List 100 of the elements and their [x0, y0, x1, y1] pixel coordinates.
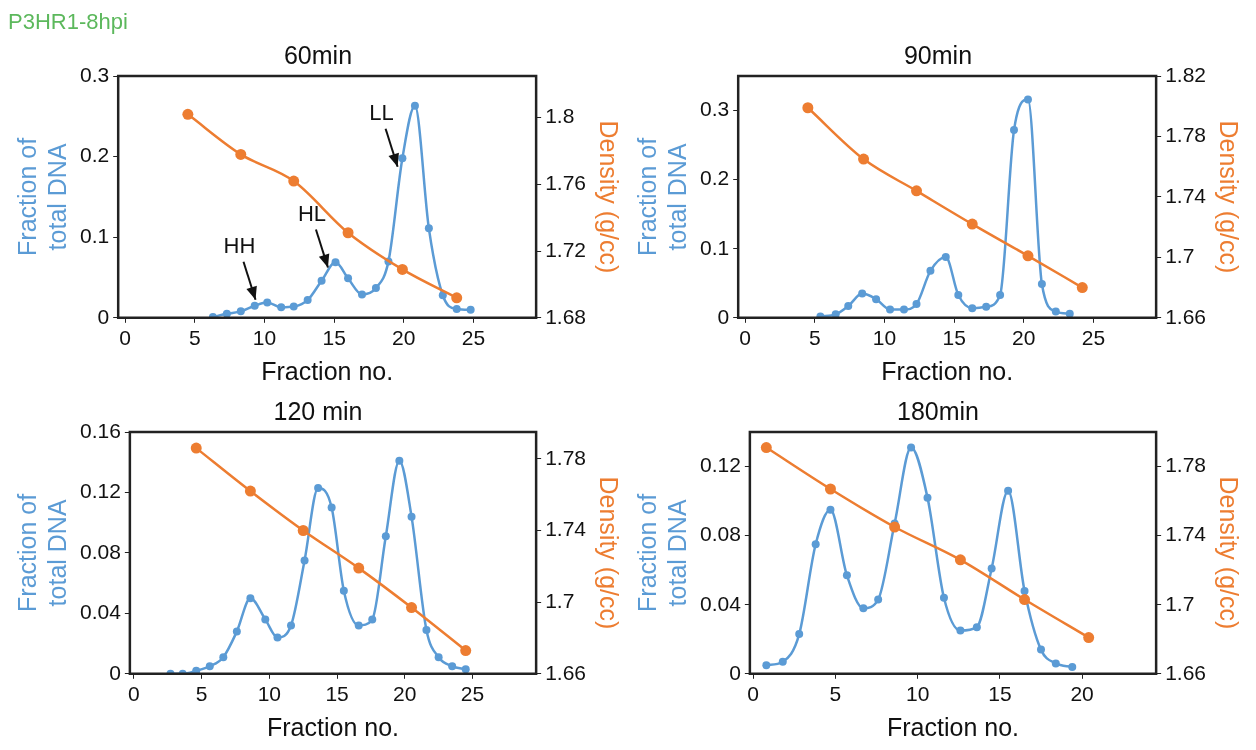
y-tick-label: 0 — [109, 660, 121, 684]
annotation: LL — [369, 99, 394, 125]
y2-tick-label: 1.74 — [1165, 183, 1207, 207]
point — [802, 102, 814, 114]
y-tick-label: 0.3 — [79, 62, 110, 86]
point — [190, 442, 202, 454]
point — [987, 564, 996, 573]
point — [448, 662, 457, 671]
point — [1010, 125, 1019, 134]
annotation: HL — [297, 200, 327, 226]
x-tick-label: 10 — [257, 682, 282, 706]
x-tick-label: 15 — [325, 682, 349, 706]
point — [344, 274, 353, 283]
point — [872, 295, 881, 304]
point — [407, 512, 416, 521]
y-tick-label: 0.16 — [80, 418, 121, 442]
x-tick-label: 10 — [252, 326, 277, 350]
point — [303, 296, 312, 305]
point — [261, 615, 270, 624]
point — [339, 586, 348, 595]
point — [236, 307, 245, 316]
point — [371, 283, 380, 292]
point — [1022, 250, 1034, 262]
point — [939, 593, 948, 602]
point — [317, 276, 326, 285]
x-axis-title: Fraction no. — [266, 712, 400, 741]
point — [466, 305, 475, 314]
point — [941, 253, 950, 262]
point — [795, 630, 804, 639]
point — [1019, 594, 1031, 606]
point — [287, 621, 296, 630]
y2-axis-title: Density (g/cc) — [595, 120, 624, 274]
x-axis-title: Fraction no. — [881, 356, 1014, 385]
point — [826, 505, 835, 514]
annotation: HH — [223, 232, 256, 258]
point — [1051, 659, 1060, 668]
y2-tick-label: 1.7 — [545, 588, 575, 612]
point — [966, 218, 978, 230]
chart-title: 180min — [897, 396, 979, 425]
point — [395, 456, 404, 465]
point — [219, 653, 228, 662]
point — [460, 645, 472, 657]
chart-title: 60min — [283, 40, 353, 69]
y-tick-label: 0.2 — [699, 166, 730, 190]
point — [912, 299, 921, 308]
point — [354, 621, 363, 630]
point — [424, 224, 433, 233]
point — [1076, 282, 1088, 294]
point — [954, 554, 966, 566]
y2-tick-label: 1.7 — [1165, 591, 1195, 615]
chart-title: 120 min — [273, 396, 363, 425]
point — [956, 626, 965, 635]
x-tick-label: 20 — [393, 682, 417, 706]
x-axis-title: Fraction no. — [261, 356, 394, 385]
point — [831, 310, 840, 318]
y2-axis-title: Density (g/cc) — [1215, 476, 1244, 630]
y-tick-label: 0.1 — [699, 235, 730, 259]
point — [398, 154, 407, 163]
y-axis-title: Fraction of total DNA — [632, 493, 691, 612]
x-tick-label: 5 — [829, 682, 842, 706]
point — [954, 291, 963, 299]
x-tick-label: 0 — [747, 682, 760, 706]
point — [396, 263, 408, 275]
point — [778, 657, 787, 666]
point — [300, 556, 309, 565]
y2-tick-label: 1.8 — [545, 104, 575, 128]
point — [263, 298, 272, 307]
point — [422, 625, 431, 634]
point — [368, 615, 377, 624]
x-tick-label: 20 — [392, 326, 416, 350]
x-tick-label: 25 — [460, 682, 485, 706]
point — [886, 305, 895, 314]
x-tick-label: 15 — [942, 326, 966, 350]
point — [182, 108, 194, 120]
y-tick-label: 0 — [97, 304, 110, 328]
point — [461, 665, 470, 674]
point — [232, 627, 241, 636]
point — [342, 227, 354, 239]
y2-tick-label: 1.66 — [545, 660, 586, 684]
point — [858, 289, 867, 298]
y-tick-label: 0.1 — [79, 224, 110, 247]
x-tick-label: 10 — [905, 682, 930, 706]
point — [410, 101, 419, 110]
point — [327, 503, 336, 512]
y2-tick-label: 1.68 — [545, 304, 586, 328]
y2-tick-label: 1.66 — [1165, 304, 1206, 328]
x-tick-label: 5 — [188, 326, 201, 350]
y-tick-label: 0.08 — [700, 522, 741, 546]
point — [996, 291, 1005, 299]
point — [899, 305, 908, 314]
x-tick-label: 5 — [808, 326, 821, 350]
point — [406, 602, 418, 614]
text: P3HR1-8hpi — [8, 8, 128, 36]
y-tick-label: 0 — [717, 304, 730, 328]
point — [1020, 586, 1029, 595]
point — [1004, 486, 1013, 495]
point — [1036, 645, 1045, 654]
point — [874, 595, 883, 604]
y2-tick-label: 1.76 — [545, 171, 586, 195]
y-axis-title: Fraction of total DNA — [12, 137, 71, 256]
